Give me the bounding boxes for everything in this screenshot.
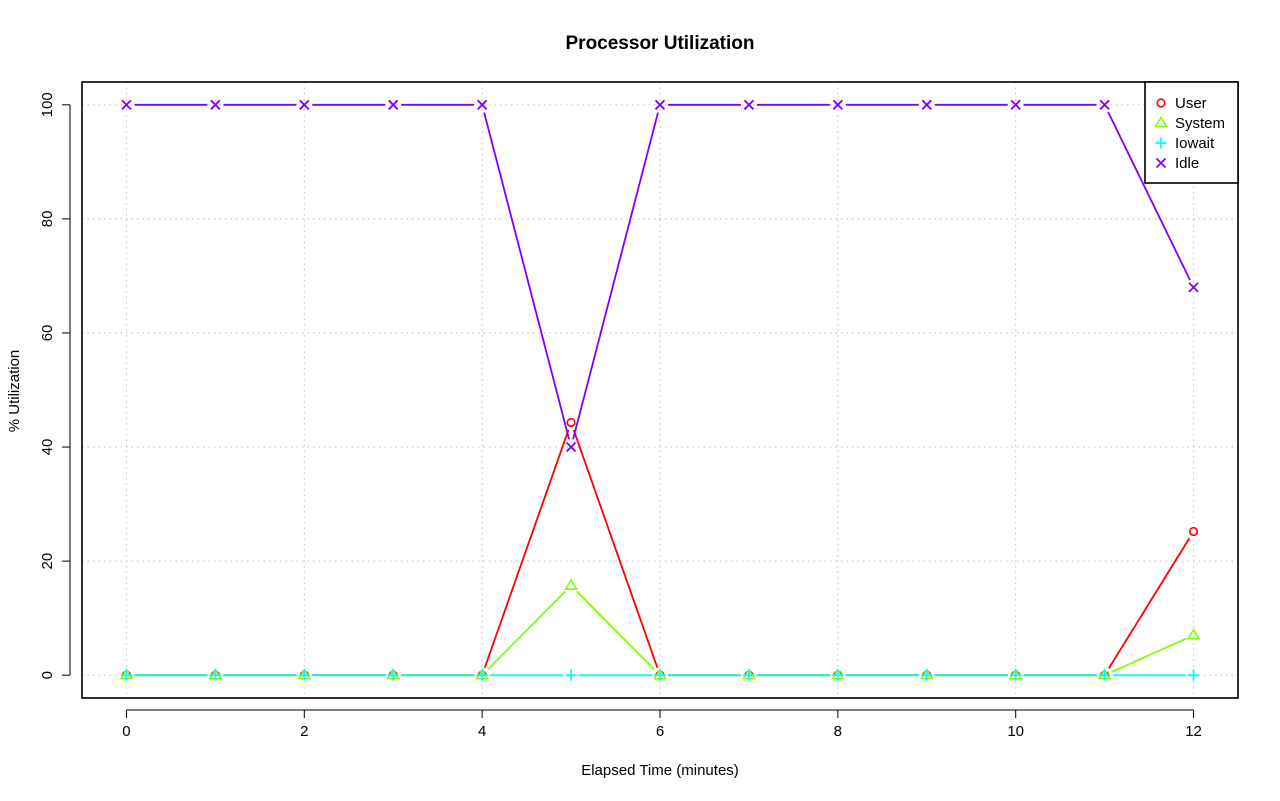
x-axis-label: Elapsed Time (minutes) bbox=[581, 762, 739, 779]
x-tick-label: 10 bbox=[1007, 723, 1024, 740]
series-idle-point-b bbox=[1010, 99, 1021, 110]
series-idle-point bbox=[832, 99, 843, 110]
series-system-point bbox=[564, 578, 578, 591]
legend-marker-user bbox=[1156, 98, 1166, 108]
series-system-point-shape bbox=[1186, 628, 1201, 640]
series-idle-point bbox=[121, 99, 132, 110]
series-iowait-point bbox=[1188, 669, 1200, 681]
legend-marker-idle-b bbox=[1155, 157, 1167, 169]
series-idle-point-b bbox=[921, 99, 932, 110]
y-tick-label: 40 bbox=[39, 439, 56, 456]
series-idle-point-b bbox=[565, 441, 577, 453]
series-user-point bbox=[1188, 526, 1199, 537]
series-user-segment bbox=[483, 429, 570, 668]
legend-marker-user-shape bbox=[1156, 98, 1166, 108]
series-iowait-point bbox=[1099, 669, 1111, 681]
series-idle-point-b bbox=[743, 99, 755, 110]
series-idle-point bbox=[1188, 282, 1199, 293]
series-user-point-shape bbox=[1188, 526, 1199, 537]
series-idle-point bbox=[654, 99, 666, 110]
series-idle-point bbox=[477, 99, 488, 110]
x-tick-label: 8 bbox=[834, 723, 842, 740]
chart-title: Processor Utilization bbox=[566, 33, 755, 54]
series-iowait-point bbox=[921, 669, 933, 681]
series-idle-point bbox=[210, 99, 221, 110]
series-iowait bbox=[120, 669, 1200, 681]
series-idle bbox=[121, 99, 1199, 453]
series-iowait-point bbox=[387, 669, 399, 681]
y-axis-label: % Utilization bbox=[6, 350, 23, 433]
series-iowait-point bbox=[209, 669, 221, 681]
series-user-point bbox=[566, 417, 576, 428]
x-tick-label: 12 bbox=[1185, 723, 1202, 740]
legend-marker-iowait bbox=[1155, 137, 1167, 149]
series-idle-point-b bbox=[210, 99, 221, 110]
series-iowait-point bbox=[1010, 669, 1022, 681]
series-iowait-point bbox=[832, 669, 844, 681]
y-tick-label: 0 bbox=[39, 671, 56, 679]
legend-marker-system bbox=[1154, 115, 1168, 128]
legend-marker-system-shape bbox=[1154, 115, 1168, 128]
x-tick-label: 6 bbox=[656, 723, 664, 740]
x-axis: 0 2 4 6 8 10 12 bbox=[122, 709, 1202, 740]
series-iowait-point bbox=[120, 669, 132, 681]
series-idle-point bbox=[1099, 99, 1110, 110]
plot-frame bbox=[81, 81, 1239, 699]
series-idle-point-b bbox=[1188, 282, 1199, 293]
series-idle-point bbox=[921, 99, 932, 110]
series-idle-point bbox=[565, 441, 577, 453]
series-iowait-point bbox=[298, 669, 310, 681]
legend-marker-idle bbox=[1155, 157, 1167, 169]
legend-label-system: System bbox=[1175, 115, 1225, 132]
legend: User System Iowait Idle bbox=[1144, 81, 1239, 184]
series-idle-point-b bbox=[477, 99, 488, 110]
series-system-segment bbox=[487, 590, 567, 671]
series-user-segment bbox=[1108, 537, 1191, 669]
legend-label-idle: Idle bbox=[1175, 155, 1199, 172]
x-tick-label: 2 bbox=[300, 723, 308, 740]
series-user-segment bbox=[572, 429, 659, 668]
series-idle-point-b bbox=[388, 99, 399, 110]
y-tick-label: 20 bbox=[39, 553, 56, 570]
series-idle-segment bbox=[572, 112, 659, 440]
legend-label-user: User bbox=[1175, 95, 1207, 112]
series-idle-segment bbox=[483, 112, 570, 440]
series-user bbox=[121, 417, 1199, 680]
series-idle-point-b bbox=[832, 99, 843, 110]
series-system-point bbox=[1186, 628, 1201, 640]
series-idle-point bbox=[388, 99, 399, 110]
legend-label-iowait: Iowait bbox=[1175, 135, 1215, 152]
series-idle-point-b bbox=[654, 99, 666, 110]
series-system-point-shape bbox=[564, 578, 578, 591]
y-axis: 0 20 40 60 80 100 bbox=[39, 92, 71, 679]
series-idle-point bbox=[299, 99, 310, 110]
series-idle-point bbox=[1010, 99, 1021, 110]
series-iowait-point bbox=[654, 669, 666, 681]
grid bbox=[82, 82, 1238, 698]
series-idle-point-b bbox=[299, 99, 310, 110]
x-tick-label: 4 bbox=[478, 723, 486, 740]
series-idle-point-b bbox=[1099, 99, 1110, 110]
series-iowait-point bbox=[476, 669, 488, 681]
series-idle-segment bbox=[1107, 111, 1191, 281]
x-tick-label: 0 bbox=[122, 723, 130, 740]
y-tick-label: 100 bbox=[39, 92, 56, 117]
plot-series bbox=[119, 99, 1201, 681]
y-tick-label: 80 bbox=[39, 211, 56, 228]
series-system-segment bbox=[576, 590, 656, 671]
series-iowait-point bbox=[743, 669, 755, 681]
series-idle-point bbox=[743, 99, 755, 110]
y-tick-label: 60 bbox=[39, 325, 56, 342]
series-system-segment bbox=[1111, 637, 1187, 673]
series-iowait-point bbox=[565, 669, 577, 681]
series-idle-point-b bbox=[121, 99, 132, 110]
series-user-point-shape bbox=[566, 417, 576, 428]
